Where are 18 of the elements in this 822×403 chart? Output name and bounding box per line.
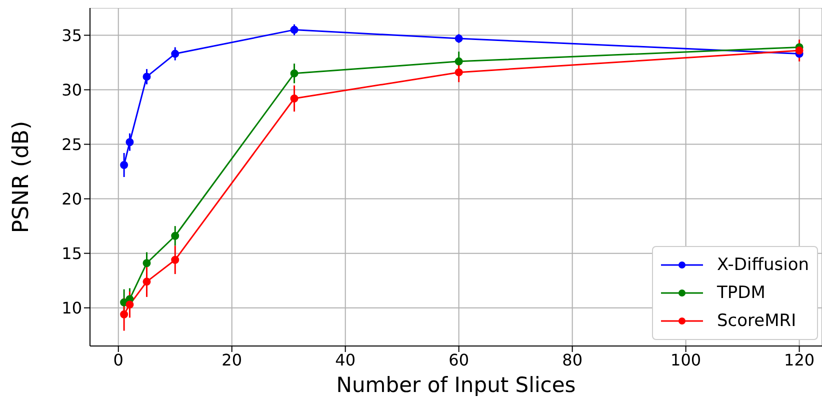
legend-label: ScoreMRI (717, 311, 796, 331)
y-axis-title: PSNR (dB) (8, 120, 34, 234)
x-axis-title: Number of Input Slices (336, 373, 576, 397)
x-tick-label: 100 (670, 350, 702, 370)
y-tick-label: 15 (62, 244, 82, 264)
x-tick-label: 40 (335, 350, 356, 370)
y-tick-label: 10 (62, 298, 82, 318)
legend-label: TPDM (717, 283, 766, 303)
x-tick-label: 20 (222, 350, 242, 370)
x-tick-label: 0 (113, 350, 124, 370)
y-tick-label: 25 (62, 134, 82, 154)
y-tick-label: 20 (62, 189, 82, 208)
y-tick-label: 30 (62, 80, 82, 100)
x-tick-label: 60 (448, 350, 470, 370)
y-tick-label: 35 (62, 26, 82, 45)
legend-label: X-Diffusion (717, 255, 809, 275)
x-tick-label: 80 (562, 350, 583, 370)
x-tick-label: 120 (784, 350, 815, 370)
